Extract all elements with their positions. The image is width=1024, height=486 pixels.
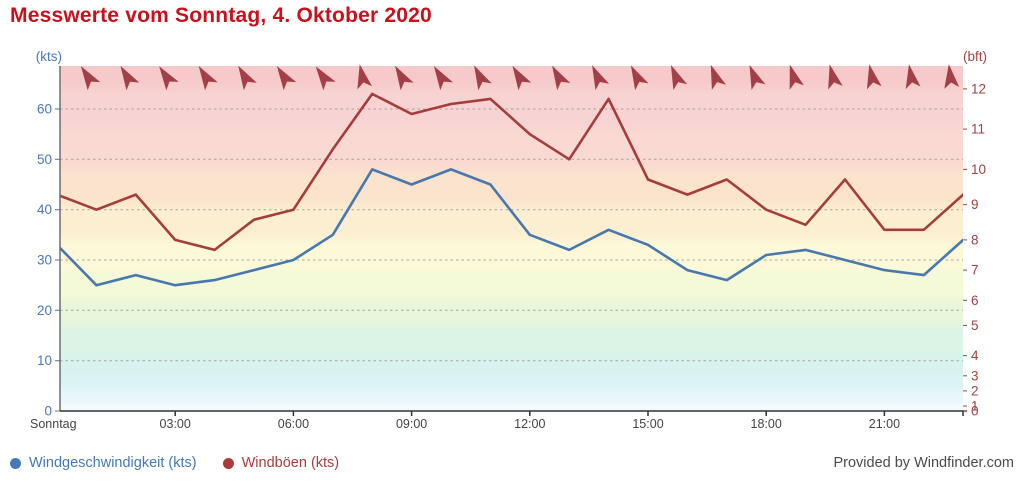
svg-text:5: 5 — [971, 318, 979, 333]
svg-text:10: 10 — [37, 353, 52, 368]
svg-text:11: 11 — [971, 122, 985, 137]
wind-speed-legend-dot-icon — [10, 457, 21, 469]
wind-direction-arrow-icon — [749, 64, 766, 91]
svg-text:60: 60 — [37, 102, 52, 117]
wind-direction-arrow-icon — [512, 65, 532, 91]
chart-legend: Windgeschwindigkeit (kts) Windböen (kts) — [10, 455, 339, 471]
wind-direction-arrow-icon — [905, 64, 921, 90]
svg-text:0: 0 — [44, 404, 52, 419]
wind-speed-line — [60, 168, 963, 287]
svg-text:6: 6 — [971, 293, 979, 308]
wind-direction-arrow-icon — [866, 64, 882, 90]
svg-text:18:00: 18:00 — [751, 417, 782, 431]
legend-label-wind-speed: Windgeschwindigkeit (kts) — [29, 455, 197, 471]
wind-direction-arrow-icon — [433, 65, 453, 91]
kts-axis: (kts) 0 10 20 30 40 50 60 — [36, 49, 62, 419]
wind-direction-arrow-icon — [80, 66, 101, 91]
svg-text:12: 12 — [971, 81, 986, 96]
page-title: Messwerte vom Sonntag, 4. Oktober 2020 — [10, 4, 432, 27]
wind-direction-arrow-icon — [710, 64, 727, 90]
svg-text:21:00: 21:00 — [869, 417, 900, 431]
svg-text:09:00: 09:00 — [396, 417, 427, 431]
time-axis: Sonntag 03:00 06:00 09:00 12:00 15:00 18:00 21:… — [30, 411, 964, 431]
wind-direction-arrow-icon — [944, 64, 960, 89]
wind-direction-arrow-icon — [238, 65, 257, 91]
chart-canvas: (kts)0102030405060(bft)1211109876543210S… — [30, 49, 987, 431]
svg-text:7: 7 — [971, 263, 979, 278]
wind-direction-arrow-icon — [670, 65, 688, 91]
svg-text:20: 20 — [37, 303, 52, 318]
svg-text:9: 9 — [971, 197, 979, 212]
legend-item-wind-gusts: Windböen (kts) — [222, 455, 340, 471]
wind-direction-arrow-icon — [120, 65, 140, 91]
wind-direction-arrow-icon — [474, 65, 492, 91]
svg-text:30: 30 — [37, 253, 52, 268]
wind-direction-arrow-icon — [828, 64, 843, 90]
wind-gusts-legend-dot-icon — [222, 457, 234, 469]
wind-direction-arrow-icon — [789, 64, 804, 90]
svg-text:40: 40 — [37, 202, 52, 217]
wind-measurements-chart: (kts) 0 10 20 30 40 50 60 (bft) 12 11 10 9 8 7 6 5 4 3 2 1 0 S… — [30, 49, 987, 431]
svg-text:50: 50 — [37, 152, 52, 167]
svg-text:4: 4 — [971, 348, 979, 363]
svg-text:15:00: 15:00 — [632, 417, 663, 431]
wind-direction-arrow-icon — [592, 65, 610, 91]
wind-direction-arrows — [80, 64, 960, 91]
svg-text:(kts): (kts) — [36, 49, 62, 64]
svg-text:2: 2 — [971, 383, 979, 398]
wind-direction-arrow-icon — [276, 66, 297, 91]
chart-footer: Windgeschwindigkeit (kts) Windböen (kts)… — [0, 448, 1024, 478]
wind-direction-arrow-icon — [552, 65, 571, 91]
wind-direction-arrow-icon — [159, 66, 179, 91]
wind-direction-arrow-icon — [357, 64, 373, 90]
svg-text:8: 8 — [971, 232, 979, 247]
grid-lines — [60, 108, 963, 362]
wind-direction-arrow-icon — [395, 65, 414, 91]
svg-text:(bft): (bft) — [963, 49, 987, 64]
wind-direction-arrow-icon — [630, 65, 649, 91]
svg-text:10: 10 — [971, 162, 986, 177]
svg-text:Sonntag: Sonntag — [30, 417, 77, 431]
wind-direction-arrow-icon — [315, 66, 336, 91]
svg-text:0: 0 — [971, 404, 979, 419]
legend-item-wind-speed: Windgeschwindigkeit (kts) — [10, 455, 197, 471]
svg-text:06:00: 06:00 — [278, 417, 309, 431]
svg-text:03:00: 03:00 — [160, 417, 191, 431]
provided-by-text: Provided by Windfinder.com — [833, 455, 1014, 471]
wind-direction-arrow-icon — [198, 65, 218, 91]
svg-text:1: 1 — [971, 399, 979, 414]
legend-label-wind-gusts: Windböen (kts) — [241, 455, 340, 471]
svg-text:3: 3 — [971, 368, 979, 383]
svg-text:12:00: 12:00 — [514, 417, 545, 431]
beaufort-color-bands — [60, 66, 963, 411]
wind-gusts-line — [60, 92, 963, 252]
